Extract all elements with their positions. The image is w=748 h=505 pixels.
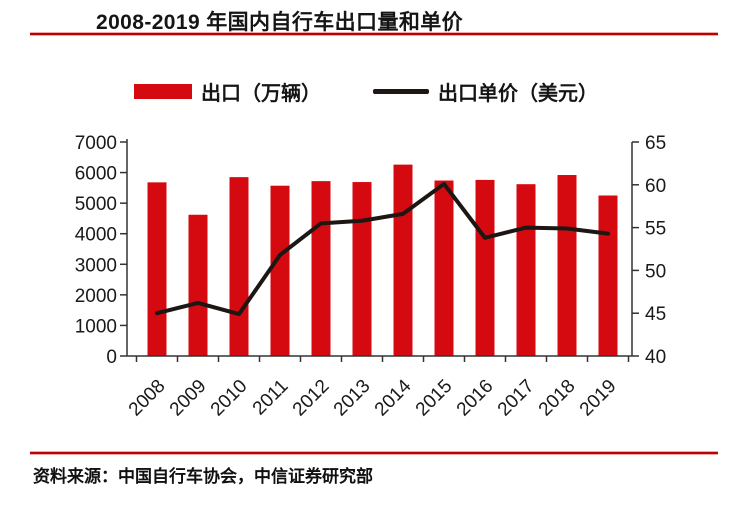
x-axis-tick-label-2008: 2008 <box>125 376 170 421</box>
export-volume-bar-2012 <box>311 181 331 356</box>
export-volume-bar-2010 <box>229 177 249 356</box>
footer-rule <box>30 452 718 454</box>
left-axis-tick-label: 2000 <box>75 286 117 307</box>
legend-label-unit-price: 出口单价（美元） <box>438 83 598 105</box>
left-axis-tick-label: 1000 <box>75 316 117 337</box>
line-series-swatch <box>373 89 429 94</box>
right-axis-tick-label: 50 <box>645 261 666 282</box>
chart-title: 2008-2019 年国内自行车出口量和单价 <box>96 11 464 34</box>
legend-item-unit-price: 出口单价（美元） <box>373 77 598 106</box>
chart-legend: 出口（万辆） 出口单价（美元） <box>134 77 598 106</box>
right-axis-tick-label: 55 <box>645 219 666 240</box>
right-axis-tick-label: 40 <box>645 347 666 368</box>
x-axis-tick-label-2013: 2013 <box>330 376 375 421</box>
right-axis-tick-label: 65 <box>645 133 666 154</box>
right-axis-tick-label: 45 <box>645 304 666 325</box>
legend-item-export-volume: 出口（万辆） <box>134 77 321 106</box>
export-volume-bar-2008 <box>147 182 167 356</box>
x-axis-tick-label-2019: 2019 <box>576 376 621 421</box>
data-source-caption: 资料来源：中国自行车协会，中信证券研究部 <box>33 467 373 486</box>
right-axis-tick-label: 60 <box>645 176 666 197</box>
x-axis-tick-label-2011: 2011 <box>249 376 293 420</box>
legend-label-export-volume: 出口（万辆） <box>201 83 321 105</box>
export-volume-bar-2018 <box>557 175 577 356</box>
left-axis-tick-label: 4000 <box>75 225 117 246</box>
title-underline-rule <box>30 33 718 35</box>
x-axis-tick-label-2016: 2016 <box>453 376 498 421</box>
x-axis-tick-label-2015: 2015 <box>412 376 457 421</box>
export-volume-bar-2019 <box>598 195 618 356</box>
x-axis-tick-label-2018: 2018 <box>535 376 580 421</box>
x-axis-tick-label-2017: 2017 <box>494 376 539 421</box>
export-volume-bar-2014 <box>393 164 413 356</box>
left-axis-tick-label: 7000 <box>75 133 117 154</box>
left-axis-tick-label: 5000 <box>75 194 117 215</box>
left-axis-tick-label: 0 <box>106 347 117 368</box>
left-axis-tick-label: 6000 <box>75 164 117 185</box>
export-volume-bar-2015 <box>434 180 454 356</box>
export-volume-bar-2011 <box>270 185 290 356</box>
export-volume-bar-2016 <box>475 179 495 356</box>
unit-price-line <box>155 181 610 317</box>
left-axis-tick-label: 3000 <box>75 255 117 276</box>
export-volume-bar-2013 <box>352 182 372 356</box>
x-axis-tick-label-2014: 2014 <box>371 375 416 420</box>
bar-series-swatch <box>134 84 192 99</box>
export-volume-bar-2009 <box>188 214 208 356</box>
x-axis-tick-label-2009: 2009 <box>166 376 211 421</box>
x-axis-tick-label-2010: 2010 <box>207 376 252 421</box>
x-axis-tick-label-2012: 2012 <box>289 376 334 421</box>
export-volume-bar-2017 <box>516 184 536 356</box>
